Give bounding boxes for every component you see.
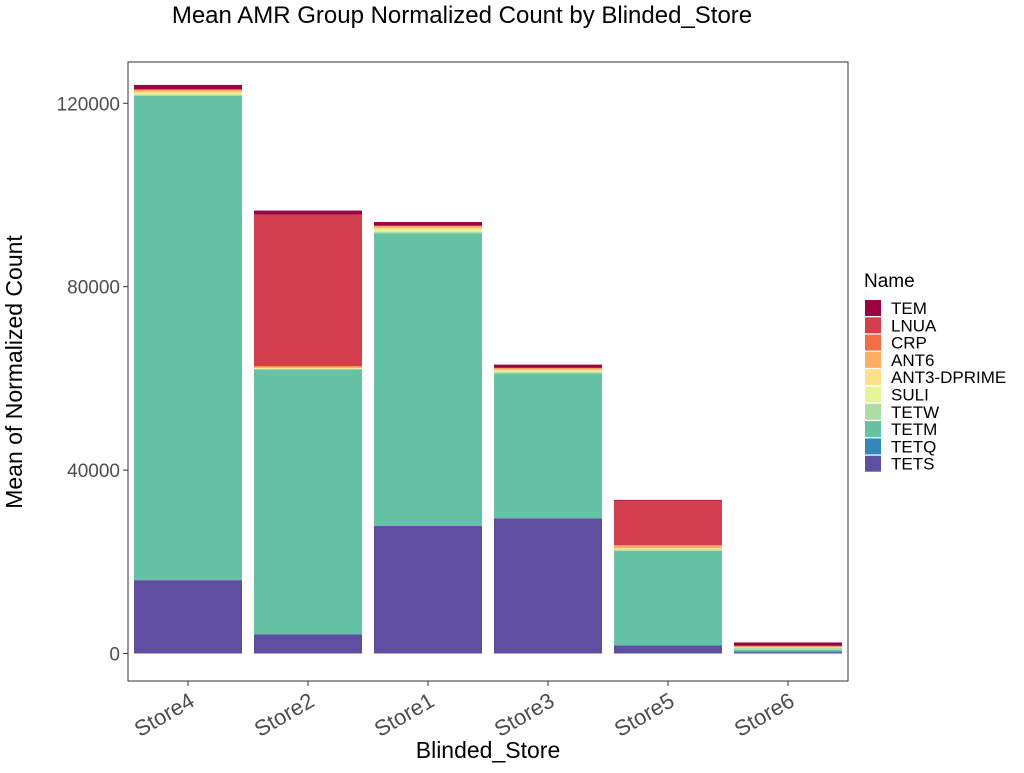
bar-store5-tetm	[614, 550, 722, 646]
bar-store3-ant6	[494, 368, 602, 370]
x-tick-label-store1: Store1	[370, 688, 439, 742]
legend-label-ant3-dprime: ANT3-DPRIME	[891, 368, 1006, 387]
bar-store4-ant3-dprime	[134, 91, 242, 94]
bar-store1-suli	[374, 230, 482, 232]
legend-label-tetq: TETQ	[891, 437, 936, 456]
legend-swatch-lnua	[865, 317, 881, 334]
legend-label-tetm: TETM	[891, 420, 937, 439]
bar-store6-suli	[734, 647, 842, 648]
bar-store1-ant3-dprime	[374, 227, 482, 231]
y-tick-label: 0	[109, 644, 120, 665]
legend-swatch-tets	[865, 455, 881, 472]
bar-store6-ant3-dprime	[734, 646, 842, 648]
x-tick-label-store3: Store3	[490, 688, 559, 742]
bar-store5-ant6	[614, 545, 722, 549]
bar-store2-suli	[254, 368, 362, 370]
bar-store5-tets	[614, 645, 722, 654]
bar-store3-suli	[494, 371, 602, 372]
bar-store4-tets	[134, 580, 242, 654]
bar-store2-lnua	[254, 214, 362, 366]
x-axis: Store4 Store2 Store1 Store3 Store5 Store6	[130, 681, 799, 742]
bar-store1-crp	[374, 225, 482, 227]
bar-store1-tetw	[374, 231, 482, 234]
legend-swatch-tetw	[865, 403, 881, 420]
bar-store5-ant3-dprime	[614, 548, 722, 549]
y-axis: 0 40000 80000 120000	[57, 94, 128, 665]
bar-store3-ant3-dprime	[494, 369, 602, 372]
bar-store4-suli	[134, 93, 242, 95]
legend-label-tem: TEM	[891, 299, 927, 318]
y-tick-label: 120000	[57, 94, 120, 115]
bar-store6-tem	[734, 642, 842, 646]
bar-store3-tem	[494, 364, 602, 368]
bar-store2-ant3-dprime	[254, 367, 362, 369]
bar-store1-ant6	[374, 226, 482, 228]
legend-swatch-crp	[865, 334, 881, 351]
bar-store2-tem	[254, 210, 362, 215]
x-tick-label-store6: Store6	[730, 688, 799, 742]
bar-store5-suli	[614, 548, 722, 550]
legend-swatch-tetm	[865, 421, 881, 438]
legend-items: TEMLNUACRPANT6ANT3-DPRIMESULITETWTETMTET…	[865, 299, 1006, 474]
x-tick-label-store2: Store2	[250, 688, 319, 742]
bar-store3-tets	[494, 518, 602, 654]
legend-swatch-ant3-dprime	[865, 369, 881, 386]
bar-store1-tetm	[374, 233, 482, 527]
bar-store4-crp	[134, 89, 242, 91]
bar-store6-tetq	[734, 651, 842, 653]
bar-store5-tetw	[614, 549, 722, 551]
legend-swatch-suli	[865, 386, 881, 403]
legend-label-tets: TETS	[891, 455, 934, 474]
legend-swatch-tem	[865, 300, 881, 316]
bar-store2-tets	[254, 634, 362, 654]
x-axis-label: Blinded_Store	[416, 737, 561, 763]
bar-store3-crp	[494, 367, 602, 369]
legend-swatch-ant6	[865, 351, 881, 368]
bar-store3-tetw	[494, 371, 602, 374]
bar-store4-ant6	[134, 89, 242, 92]
bar-store2-tetm	[254, 369, 362, 635]
y-axis-label: Mean of Normalized Count	[1, 235, 27, 509]
bar-store4-lnua	[134, 89, 242, 90]
bar-store5-lnua	[614, 500, 722, 546]
legend-label-suli: SULI	[891, 386, 929, 405]
plot-border	[127, 61, 849, 682]
legend-label-lnua: LNUA	[891, 316, 937, 335]
bar-store3-tetm	[494, 373, 602, 519]
y-tick-label: 40000	[67, 461, 120, 482]
legend-label-tetw: TETW	[891, 403, 939, 422]
legend-label-ant6: ANT6	[891, 351, 934, 370]
legend: Name TEMLNUACRPANT6ANT3-DPRIMESULITETWTE…	[864, 271, 1006, 474]
bar-store1-tets	[374, 526, 482, 654]
legend-label-crp: CRP	[891, 334, 927, 353]
bar-store4-tetw	[134, 94, 242, 96]
bar-store1-tem	[374, 222, 482, 226]
bar-store6-tetm	[734, 649, 842, 652]
bar-store4-tem	[134, 84, 242, 90]
bar-store6-tets	[734, 652, 842, 654]
bar-store2-crp	[254, 366, 362, 367]
y-tick-label: 80000	[67, 278, 120, 299]
x-tick-label-store5: Store5	[610, 688, 679, 742]
bar-store6-tetw	[734, 647, 842, 650]
bar-store5-crp	[614, 545, 722, 546]
chart-title: Mean AMR Group Normalized Count by Blind…	[172, 2, 752, 29]
bar-store5-tem	[614, 499, 722, 501]
x-tick-label-store4: Store4	[130, 688, 199, 742]
plot-area	[134, 84, 842, 654]
bar-store4-tetm	[134, 95, 242, 581]
legend-title: Name	[864, 271, 915, 292]
bar-store2-ant6	[254, 366, 362, 368]
legend-swatch-tetq	[865, 438, 881, 455]
bar-store6-lnua	[734, 645, 842, 647]
